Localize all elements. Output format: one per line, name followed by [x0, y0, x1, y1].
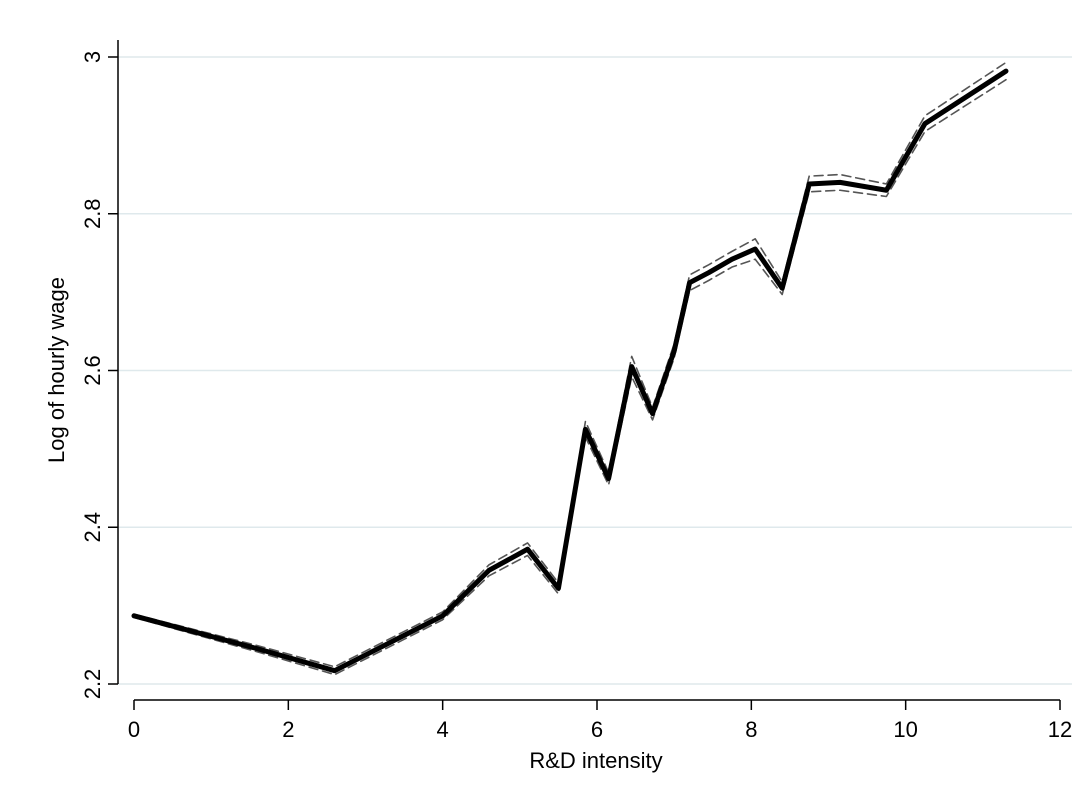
y-tick-label: 2.4 [80, 512, 105, 543]
y-tick-label: 2.2 [80, 669, 105, 700]
x-tick-label: 8 [745, 717, 757, 742]
x-tick-label: 12 [1048, 717, 1072, 742]
x-tick-label: 4 [437, 717, 449, 742]
y-tick-label: 3 [80, 51, 105, 63]
y-tick-label: 2.8 [80, 198, 105, 229]
x-tick-label: 10 [893, 717, 917, 742]
series-line-estimate [131, 68, 1009, 674]
gridlines [118, 56, 1072, 685]
x-tick-label: 2 [282, 717, 294, 742]
x-tick-label: 6 [591, 717, 603, 742]
y-axis-title: Log of hourly wage [44, 277, 69, 463]
axes: 2.2 2.4 2.6 2.8 3 0 2 4 6 8 10 12 [80, 40, 1072, 742]
x-tick-label: 0 [128, 717, 140, 742]
x-axis-title: R&D intensity [529, 748, 662, 773]
y-tick-label: 2.6 [80, 355, 105, 386]
series-group [131, 61, 1009, 676]
